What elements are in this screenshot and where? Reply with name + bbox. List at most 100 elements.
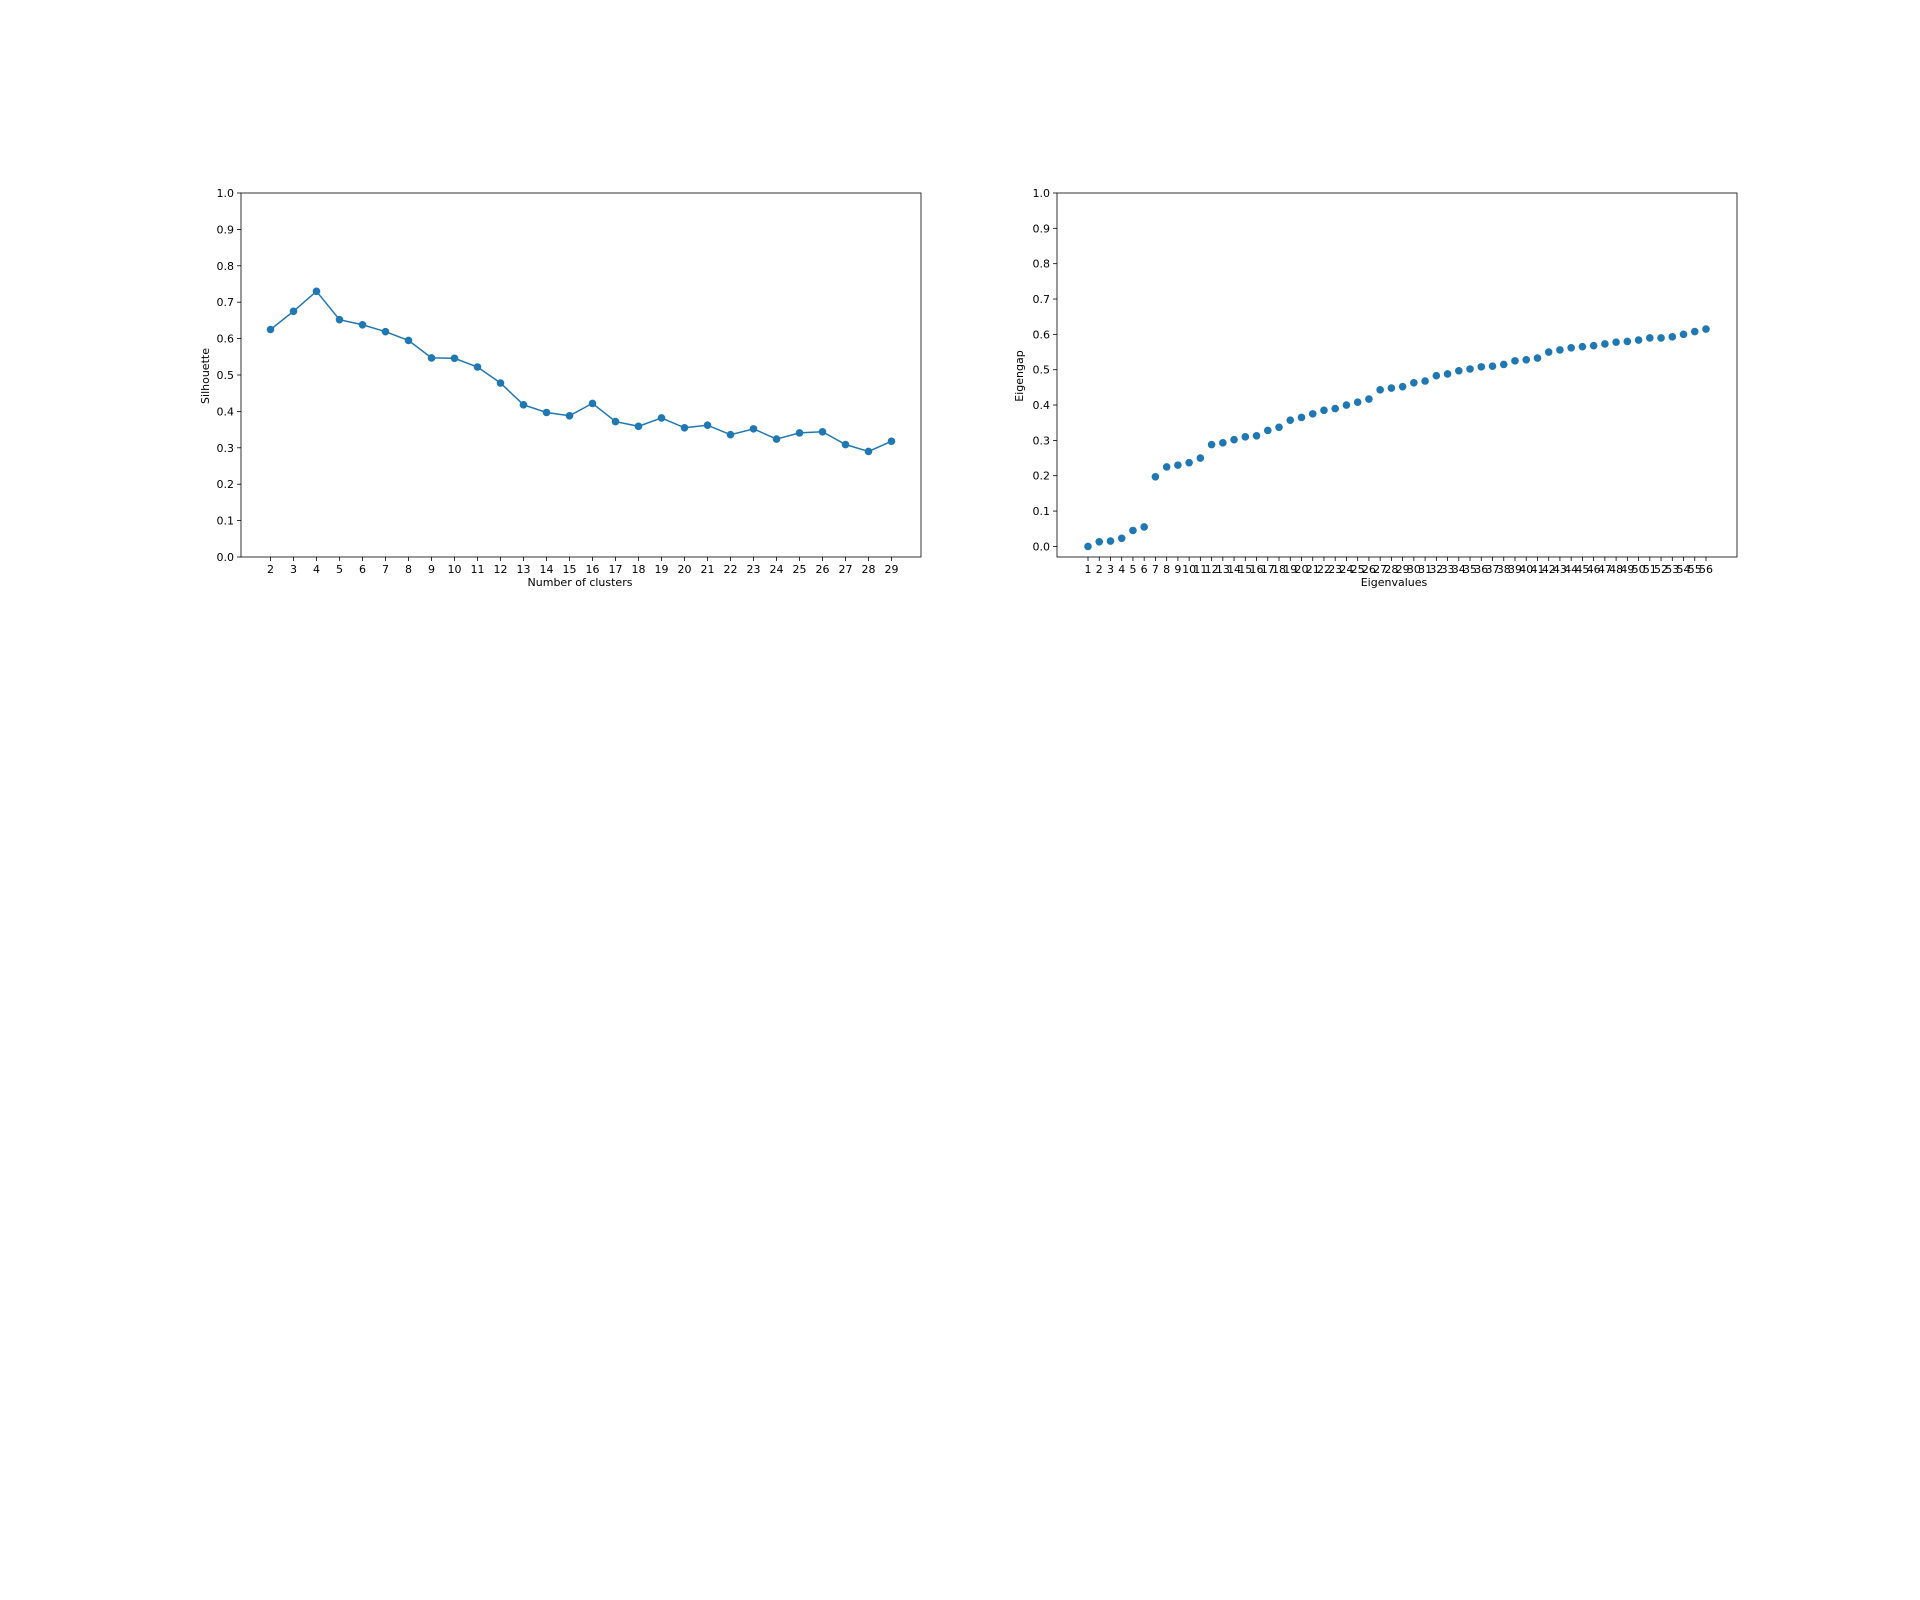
- silhouette-data-point: [289, 307, 298, 316]
- eigengap-data-point: [1241, 433, 1250, 441]
- silhouette-y-tick-label: 1.0: [217, 187, 235, 200]
- silhouette-y-tick-label: 0.6: [217, 333, 235, 346]
- silhouette-data-point: [335, 315, 344, 324]
- eigengap-data-point: [1308, 410, 1317, 418]
- eigengap-data-point: [1207, 440, 1216, 449]
- eigengap-data-point: [1511, 357, 1519, 365]
- eigengap-y-tick-label: 1.0: [1033, 187, 1051, 200]
- eigengap-x-tick-label: 52: [1654, 563, 1668, 576]
- eigengap-x-tick-label: 31: [1418, 563, 1432, 576]
- silhouette-y-tick-label: 0.8: [217, 260, 235, 273]
- silhouette-data-point: [519, 401, 528, 409]
- eigengap-data-point: [1095, 538, 1104, 546]
- eigengap-data-point: [1230, 435, 1238, 444]
- eigengap-x-tick-label: 33: [1441, 563, 1455, 576]
- silhouette-data-point: [473, 363, 482, 371]
- eigengap-x-tick-label: 2: [1096, 563, 1103, 576]
- silhouette-data-point: [772, 435, 781, 443]
- eigengap-data-point: [1140, 523, 1148, 531]
- eigengap-x-tick-label: 45: [1575, 563, 1589, 576]
- eigengap-data-point: [1668, 333, 1677, 341]
- silhouette-x-tick-label: 8: [405, 563, 412, 576]
- silhouette-data-point: [496, 379, 505, 387]
- eigengap-x-tick-label: 38: [1497, 563, 1511, 576]
- eigengap-data-point: [1702, 325, 1710, 333]
- silhouette-x-tick-label: 4: [313, 563, 320, 576]
- eigengap-data-point: [1679, 330, 1688, 339]
- eigengap-y-tick-label: 0.1: [1033, 505, 1051, 518]
- eigengap-x-tick-label: 28: [1384, 563, 1398, 576]
- eigengap-data-point: [1657, 334, 1665, 342]
- eigengap-x-tick-label: 16: [1250, 563, 1264, 576]
- eigengap-data-point: [1533, 354, 1542, 362]
- silhouette-x-axis-label: Number of clusters: [528, 576, 633, 589]
- eigengap-x-tick-label: 53: [1665, 563, 1679, 576]
- eigengap-data-point: [1601, 340, 1609, 348]
- silhouette-data-point: [404, 336, 413, 345]
- eigengap-x-tick-label: 49: [1620, 563, 1634, 576]
- eigengap-data-point: [1398, 382, 1407, 391]
- eigengap-x-tick-label: 1: [1085, 563, 1092, 576]
- eigengap-y-tick-label: 0.4: [1033, 399, 1051, 412]
- eigengap-x-tick-label: 15: [1238, 563, 1252, 576]
- eigengap-x-tick-label: 26: [1362, 563, 1376, 576]
- silhouette-x-tick-label: 5: [336, 563, 343, 576]
- silhouette-x-tick-label: 2: [267, 563, 274, 576]
- silhouette-y-tick-label: 0.0: [217, 551, 235, 564]
- eigengap-y-tick-label: 0.5: [1033, 364, 1051, 377]
- silhouette-x-tick-label: 3: [290, 563, 297, 576]
- eigengap-x-tick-label: 24: [1339, 563, 1353, 576]
- silhouette-data-point: [841, 440, 850, 449]
- eigengap-data-point: [1196, 454, 1205, 462]
- eigengap-x-tick-label: 6: [1141, 563, 1148, 576]
- eigengap-data-point: [1252, 431, 1261, 440]
- silhouette-data-point: [726, 430, 735, 439]
- silhouette-y-tick-label: 0.5: [217, 369, 235, 382]
- silhouette-x-tick-label: 15: [563, 563, 577, 576]
- silhouette-series-line: [270, 290, 892, 453]
- eigengap-data-point: [1320, 406, 1328, 415]
- silhouette-x-tick-label: 10: [448, 563, 462, 576]
- silhouette-y-tick-label: 0.7: [217, 296, 235, 309]
- eigengap-x-tick-label: 20: [1294, 563, 1308, 576]
- eigengap-x-tick-label: 18: [1272, 563, 1286, 576]
- eigengap-x-tick-label: 3: [1107, 563, 1114, 576]
- eigengap-x-tick-label: 21: [1306, 563, 1320, 576]
- eigengap-data-point: [1342, 401, 1351, 409]
- silhouette-data-point: [680, 423, 689, 432]
- silhouette-x-tick-label: 24: [770, 563, 784, 576]
- eigengap-data-point: [1331, 404, 1339, 413]
- eigengap-x-tick-label: 40: [1519, 563, 1533, 576]
- eigengap-axes-frame: [1056, 192, 1738, 558]
- eigengap-y-tick-label: 0.9: [1033, 222, 1051, 235]
- eigengap-x-tick-label: 56: [1699, 563, 1713, 576]
- eigengap-data-point: [1297, 413, 1306, 422]
- silhouette-x-tick-label: 20: [678, 563, 692, 576]
- eigengap-x-tick-label: 7: [1152, 563, 1159, 576]
- silhouette-x-tick-label: 26: [816, 563, 830, 576]
- eigengap-x-tick-label: 8: [1163, 563, 1170, 576]
- silhouette-chart: Number of clusters Silhouette 0.0 0.1 0.2 0…: [199, 187, 922, 589]
- silhouette-y-tick-label: 0.9: [217, 223, 235, 236]
- eigengap-x-tick-label: 42: [1542, 563, 1556, 576]
- eigengap-data-point: [1263, 426, 1272, 435]
- eigengap-data-point: [1499, 360, 1508, 369]
- silhouette-x-tick-label: 14: [540, 563, 554, 576]
- silhouette-data-point: [634, 422, 643, 431]
- silhouette-x-tick-label: 25: [793, 563, 807, 576]
- silhouette-data-point: [312, 287, 321, 296]
- eigengap-x-tick-label: 48: [1609, 563, 1623, 576]
- silhouette-data-point: [611, 417, 620, 426]
- silhouette-data-point: [427, 354, 436, 362]
- eigengap-x-tick-label: 46: [1587, 563, 1601, 576]
- silhouette-data-point: [588, 399, 597, 408]
- silhouette-x-tick-label: 23: [747, 563, 761, 576]
- eigengap-x-tick-label: 29: [1396, 563, 1410, 576]
- eigengap-x-tick-label: 23: [1328, 563, 1342, 576]
- silhouette-x-tick-label: 28: [862, 563, 876, 576]
- eigengap-x-tick-label: 37: [1486, 563, 1500, 576]
- eigengap-data-point: [1443, 370, 1452, 378]
- eigengap-data-point: [1185, 458, 1193, 467]
- eigengap-x-tick-label: 12: [1205, 563, 1219, 576]
